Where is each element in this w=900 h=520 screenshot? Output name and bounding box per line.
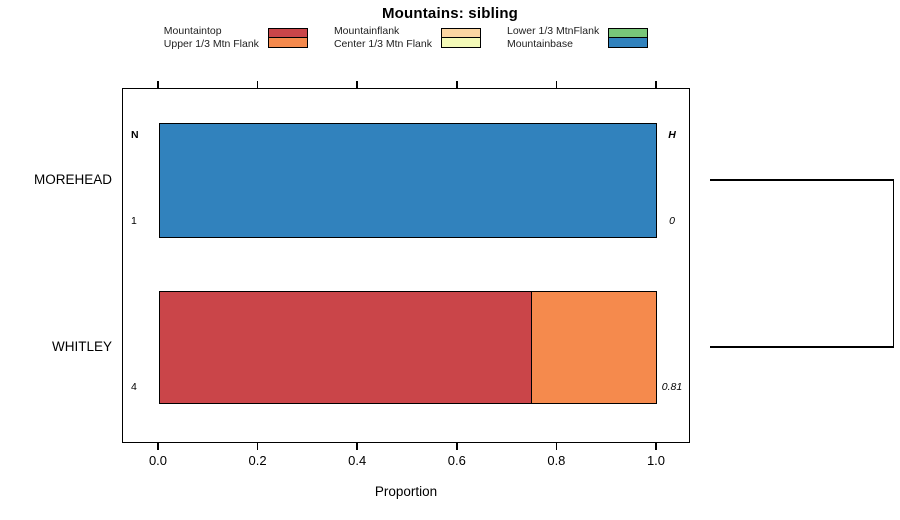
legend-label: Lower 1/3 MtnFlank bbox=[506, 25, 600, 37]
legend-group: Mountaintop Upper 1/3 Mtn Flank bbox=[163, 25, 308, 50]
x-axis-tick bbox=[655, 443, 657, 450]
x-axis-tick bbox=[256, 81, 259, 88]
bar-segment-mountainbase bbox=[159, 123, 657, 238]
n-value: 4 bbox=[131, 381, 137, 393]
x-axis-tick bbox=[555, 81, 558, 88]
chart-title: Mountains: sibling bbox=[381, 5, 519, 22]
x-axis-tick-label: 1.0 bbox=[646, 453, 666, 468]
legend-text-column: Mountaintop Upper 1/3 Mtn Flank bbox=[163, 25, 259, 50]
legend-label: Mountainflank bbox=[333, 25, 400, 37]
x-axis-tick bbox=[356, 443, 358, 450]
legend-swatch-column bbox=[440, 28, 481, 48]
x-axis-label: Proportion bbox=[374, 484, 438, 499]
h-value: 0.81 bbox=[661, 381, 683, 393]
legend-swatch bbox=[267, 28, 308, 38]
dendrogram-join bbox=[892, 179, 894, 348]
h-column-header: H bbox=[668, 129, 676, 141]
x-axis-tick bbox=[456, 81, 458, 88]
legend-swatch-column bbox=[608, 28, 649, 48]
legend-swatch bbox=[608, 28, 649, 38]
legend: Mountaintop Upper 1/3 Mtn Flank Mountain… bbox=[122, 25, 690, 50]
x-axis-tick-label: 0.0 bbox=[148, 453, 168, 468]
x-axis-tick-label: 0.6 bbox=[447, 453, 466, 468]
y-axis-category-label: WHITLEY bbox=[51, 339, 112, 354]
dendrogram-branch-bottom bbox=[710, 346, 894, 348]
h-value: 0 bbox=[669, 215, 675, 227]
x-axis-tick-label: 0.8 bbox=[547, 453, 566, 468]
legend-label: Mountaintop bbox=[163, 25, 222, 37]
legend-swatch-column bbox=[267, 28, 308, 48]
n-value: 1 bbox=[131, 215, 137, 227]
legend-label: Upper 1/3 Mtn Flank bbox=[163, 37, 259, 50]
x-axis-tick bbox=[256, 443, 259, 450]
x-axis-tick bbox=[356, 81, 358, 88]
legend-swatch bbox=[440, 28, 481, 38]
x-axis-tick bbox=[555, 443, 558, 450]
x-axis-tick-label: 0.2 bbox=[248, 453, 267, 468]
legend-text-column: Mountainflank Center 1/3 Mtn Flank bbox=[333, 25, 432, 50]
x-axis-tick bbox=[456, 443, 458, 450]
x-axis-tick-label: 0.4 bbox=[348, 453, 367, 468]
y-axis-category-label: MOREHEAD bbox=[33, 172, 112, 187]
x-axis-tick bbox=[157, 443, 159, 450]
plot-area bbox=[122, 88, 690, 443]
legend-text-column: Lower 1/3 MtnFlank Mountainbase bbox=[506, 25, 600, 50]
bar-segment-upper-1-3-mtn-flank bbox=[531, 291, 657, 404]
legend-group: Lower 1/3 MtnFlank Mountainbase bbox=[506, 25, 649, 50]
legend-label: Mountainbase bbox=[506, 37, 573, 50]
x-axis-tick bbox=[655, 81, 657, 88]
legend-swatch bbox=[440, 38, 481, 48]
n-column-header: N bbox=[131, 129, 139, 141]
legend-label: Center 1/3 Mtn Flank bbox=[333, 37, 432, 50]
bar-segment-mountaintop bbox=[159, 291, 533, 404]
dendrogram-branch-top bbox=[710, 179, 894, 181]
legend-swatch bbox=[267, 38, 308, 48]
legend-swatch bbox=[608, 38, 649, 48]
legend-group: Mountainflank Center 1/3 Mtn Flank bbox=[333, 25, 481, 50]
x-axis-tick bbox=[157, 81, 159, 88]
